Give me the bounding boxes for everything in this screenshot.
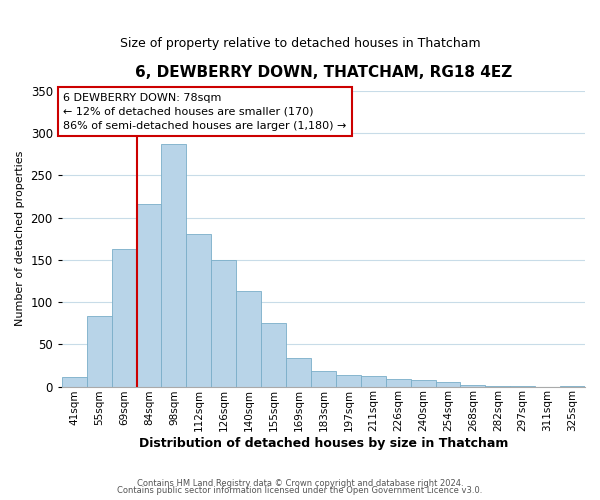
Bar xyxy=(386,379,410,386)
Text: Size of property relative to detached houses in Thatcham: Size of property relative to detached ho… xyxy=(119,38,481,51)
Bar xyxy=(311,372,336,386)
Bar xyxy=(336,374,361,386)
Bar xyxy=(361,376,386,386)
Bar xyxy=(87,316,112,386)
Bar xyxy=(410,380,436,386)
Bar xyxy=(62,377,87,386)
Text: Contains public sector information licensed under the Open Government Licence v3: Contains public sector information licen… xyxy=(118,486,482,495)
Title: 6, DEWBERRY DOWN, THATCHAM, RG18 4EZ: 6, DEWBERRY DOWN, THATCHAM, RG18 4EZ xyxy=(135,65,512,80)
Y-axis label: Number of detached properties: Number of detached properties xyxy=(15,151,25,326)
Bar xyxy=(161,144,187,386)
Bar xyxy=(436,382,460,386)
X-axis label: Distribution of detached houses by size in Thatcham: Distribution of detached houses by size … xyxy=(139,437,508,450)
Bar xyxy=(211,260,236,386)
Text: 6 DEWBERRY DOWN: 78sqm
← 12% of detached houses are smaller (170)
86% of semi-de: 6 DEWBERRY DOWN: 78sqm ← 12% of detached… xyxy=(63,92,346,130)
Bar xyxy=(261,323,286,386)
Text: Contains HM Land Registry data © Crown copyright and database right 2024.: Contains HM Land Registry data © Crown c… xyxy=(137,478,463,488)
Bar xyxy=(286,358,311,386)
Bar xyxy=(187,234,211,386)
Bar xyxy=(236,291,261,386)
Bar xyxy=(112,249,137,386)
Bar xyxy=(137,204,161,386)
Bar xyxy=(460,385,485,386)
